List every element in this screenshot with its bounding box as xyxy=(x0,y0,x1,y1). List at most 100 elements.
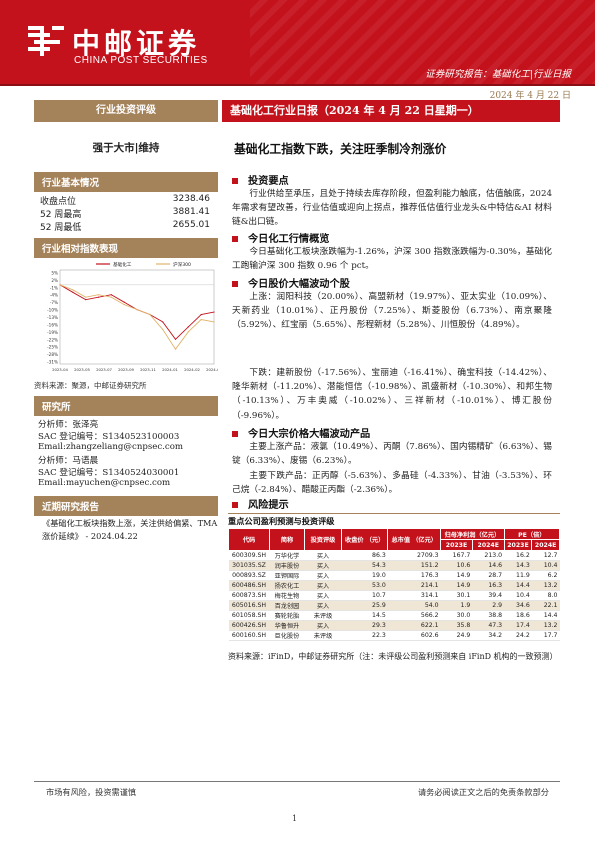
table-cell: 22.1 xyxy=(531,600,560,611)
y-tick-label: -25% xyxy=(47,345,58,350)
table-row: 600160.SH 巨化股份 未评级 22.3 602.6 24.9 34.2 24.2 17.… xyxy=(228,630,560,641)
table-cell: 未评级 xyxy=(304,630,342,641)
y-tick-label: -22% xyxy=(47,337,58,342)
series-point xyxy=(200,313,202,316)
x-tick-label: 2024-01 xyxy=(162,367,178,372)
table-cell: 6.2 xyxy=(531,570,560,581)
section-paragraph: 行业供给至承压，且处于持续去库存阶段，但盈利能力触底，估值触底，2024 年需求… xyxy=(232,189,552,228)
table-header: 2024E xyxy=(531,539,560,551)
y-tick-label: 2% xyxy=(51,278,58,283)
series-point xyxy=(85,299,87,301)
legend-label: 基础化工 xyxy=(113,261,132,268)
header-divider xyxy=(0,84,595,86)
series-point xyxy=(97,296,100,298)
table-cell: 14.9 xyxy=(440,570,473,581)
x-tick-label: 2023-11 xyxy=(140,367,156,372)
recent-report-link[interactable]: 《基础化工板块指数上涨，关注供给偏紧、TMA 涨价延续》 - 2024.04.2… xyxy=(42,518,218,541)
table-header: 2023E xyxy=(503,539,533,551)
table-cell: 47.3 xyxy=(472,620,505,631)
header-pattern xyxy=(250,0,595,84)
series-point xyxy=(174,348,177,350)
investment-rating: 强于大市|维持 xyxy=(92,142,160,154)
series-point xyxy=(110,294,112,296)
table-cell: 买入 xyxy=(304,560,342,571)
y-tick-label: -16% xyxy=(47,322,58,327)
series-point xyxy=(174,338,177,340)
bullet-icon xyxy=(232,178,238,184)
table-row: 605016.SH 百龙创园 买入 25.9 54.0 1.9 2.9 34.6 22.1 xyxy=(228,600,560,611)
table-cell: 600486.SH xyxy=(228,580,270,591)
table-cell: 买入 xyxy=(304,600,342,611)
table-cell: 13.2 xyxy=(531,580,560,591)
analyst-email[interactable]: Email:mayuchen@cnpsec.com xyxy=(38,478,171,488)
y-tick-label: -28% xyxy=(47,352,58,357)
section-heading: 今日化工行情概览 xyxy=(232,230,330,245)
table-cell: 润丰股份 xyxy=(269,560,305,571)
table-cell: 24.9 xyxy=(440,630,473,641)
series-point xyxy=(123,301,125,303)
table-header: 简称 xyxy=(269,528,305,551)
table-cell: 18.6 xyxy=(504,610,532,621)
bullet-icon xyxy=(232,502,238,508)
table-cell: 25.9 xyxy=(341,600,388,611)
table-cell: 10.4 xyxy=(504,590,532,601)
analyst-email[interactable]: Email:zhangzeliang@cnpsec.com xyxy=(38,442,184,452)
recent-reports-title: 近期研究报告 xyxy=(34,496,218,516)
table-cell: 600426.SH xyxy=(228,620,270,631)
table-cell: 53.0 xyxy=(341,580,388,591)
table-cell: 24.2 xyxy=(504,630,532,641)
table-header: 2023E xyxy=(440,539,473,551)
table-cell: 600160.SH xyxy=(228,630,270,641)
series-point xyxy=(213,311,215,313)
table-cell: 华鲁恒升 xyxy=(269,620,305,631)
info-row: 52 周最高 3881.41 xyxy=(40,207,210,220)
section-heading: 风险提示 xyxy=(232,496,289,511)
table-cell: 亚钾国际 xyxy=(269,570,305,581)
footer-divider xyxy=(34,781,560,782)
footer-disclaimer: 请务必阅读正文之后的免责条款部分 xyxy=(417,787,549,797)
table-cell: 30.1 xyxy=(440,590,473,601)
table-cell: 000893.SZ xyxy=(228,570,270,581)
info-value: 2655.01 xyxy=(172,220,210,230)
series-point xyxy=(162,321,164,323)
table-cell: 14.9 xyxy=(440,580,473,591)
y-tick-label: -4% xyxy=(50,293,58,298)
table-cell: 16.3 xyxy=(472,580,505,591)
report-subtitle: 基础化工指数下跌，关注旺季制冷剂涨价 xyxy=(234,142,447,156)
table-cell: 601058.SH xyxy=(228,610,270,621)
info-label: 收盘点位 xyxy=(40,197,77,207)
series-point xyxy=(59,284,61,286)
table-row: 601058.SH 赛轮轮胎 未评级 14.5 566.2 30.0 38.8 18.6 14.… xyxy=(228,610,560,621)
table-row: 600486.SH 扬农化工 买入 53.0 214.1 14.9 16.3 14.4 13.2 xyxy=(228,580,560,591)
table-cell: 12.7 xyxy=(531,550,560,561)
y-tick-label: -7% xyxy=(50,300,58,305)
table-cell: 16.2 xyxy=(504,550,532,561)
logo-subtext: CHINA POST SECURITIES xyxy=(74,55,208,66)
table-cell: 602.6 xyxy=(387,630,441,641)
table-cell: 14.3 xyxy=(504,560,532,571)
series-point xyxy=(123,304,125,306)
section-paragraph: 今日基础化工板块涨跌幅为-1.26%，沪深 300 指数涨跌幅为-0.30%，基… xyxy=(232,247,552,272)
table-cell: 176.3 xyxy=(387,570,441,581)
table-cell: 扬农化工 xyxy=(269,580,305,591)
section-paragraph: 上涨：润阳科技（20.00%）、高盟新材（19.97%）、亚太实业（10.09%… xyxy=(232,292,552,331)
table-cell: 未评级 xyxy=(304,610,342,621)
table-cell: 213.0 xyxy=(472,550,505,561)
table-row: 600426.SH 华鲁恒升 买入 29.3 622.1 35.8 47.3 17.4 13.2 xyxy=(228,620,560,631)
section-heading: 今日大宗价格大幅波动产品 xyxy=(232,425,370,440)
chart-source: 资料来源：聚源，中邮证券研究所 xyxy=(34,381,147,390)
table-cell: 214.1 xyxy=(387,580,441,591)
table-cell: 11.9 xyxy=(504,570,532,581)
table-cell: 13.2 xyxy=(531,620,560,631)
chart-title: 行业相对指数表现 xyxy=(34,238,218,258)
table-cell: 14.4 xyxy=(531,610,560,621)
x-tick-label: 2023-07 xyxy=(96,367,112,372)
table-row: 301035.SZ 润丰股份 买入 54.3 151.2 10.6 14.6 14.3 10.4 xyxy=(228,560,560,571)
table-cell: 34.6 xyxy=(504,600,532,611)
relative-index-chart: 5% 2% -1% -4% -7% -10% -13% -16% -19% -22% -25% -28… xyxy=(47,261,218,372)
table-cell: 600309.SH xyxy=(228,550,270,561)
x-tick-label: 2024-04 xyxy=(206,367,218,372)
table-cell: 314.1 xyxy=(387,590,441,601)
table-cell: 8.0 xyxy=(531,590,560,601)
header-band xyxy=(0,0,595,84)
